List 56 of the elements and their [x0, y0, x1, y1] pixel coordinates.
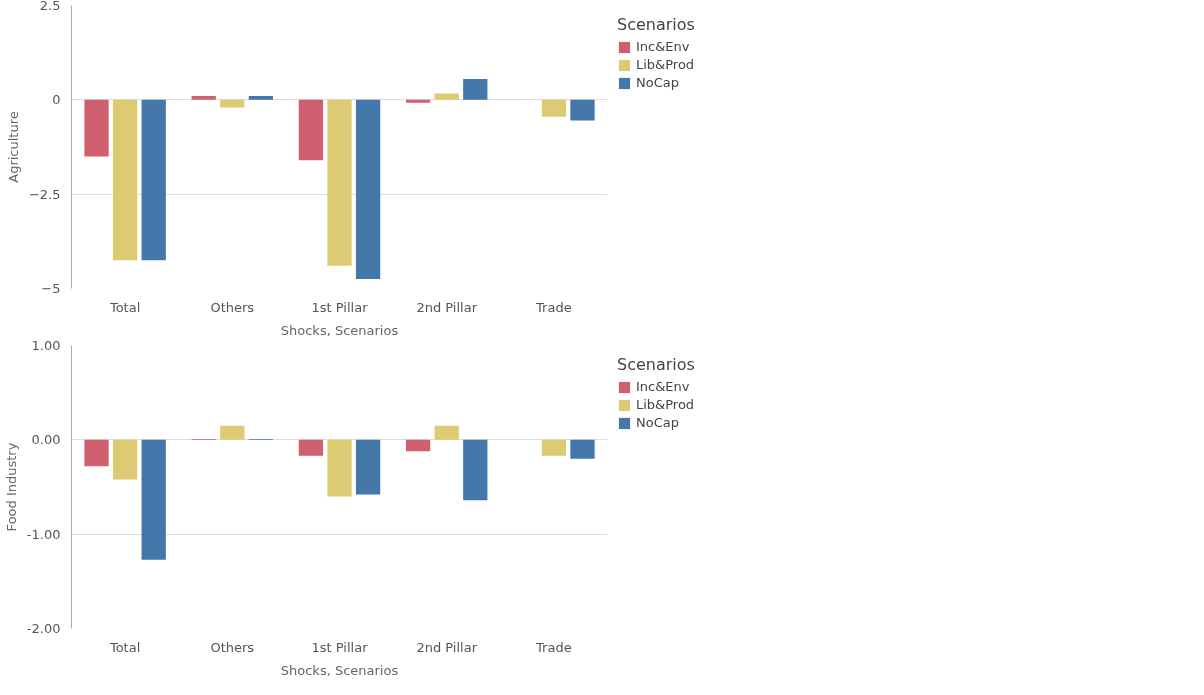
x-tick-label: 1st Pillar — [311, 299, 369, 315]
bar — [141, 439, 166, 560]
bar — [298, 439, 324, 456]
y-tick-label: −5 — [41, 281, 61, 296]
legend-title: Scenarios — [617, 15, 695, 34]
bar — [84, 439, 109, 467]
y-axis-title: Food Industry — [3, 442, 19, 532]
y-axis-title: Agriculture — [5, 111, 21, 183]
x-tick-label: Trade — [535, 639, 572, 655]
x-axis-title: Shocks, Scenarios — [280, 322, 399, 338]
bar — [112, 439, 138, 480]
bar — [541, 99, 567, 117]
bar — [191, 96, 216, 100]
y-tick-label: −2.5 — [28, 186, 61, 202]
bar — [141, 99, 166, 261]
bar — [463, 439, 488, 501]
bar — [327, 99, 352, 266]
bar — [541, 439, 567, 456]
bar — [355, 99, 381, 280]
y-tick-label: -1.00 — [26, 526, 61, 542]
x-tick-label: Total — [108, 639, 141, 655]
bar — [434, 425, 459, 440]
bar — [327, 439, 352, 497]
bar — [220, 99, 245, 108]
legend-label: NoCap — [636, 75, 679, 90]
x-axis-title: Shocks, Scenarios — [280, 662, 399, 678]
x-tick-label: 2nd Pillar — [416, 639, 478, 655]
legend-label: Lib&Prod — [636, 397, 695, 412]
x-tick-label: 1st Pillar — [311, 639, 369, 655]
x-tick-label: 2nd Pillar — [416, 299, 478, 315]
y-tick-label: -2.00 — [26, 621, 61, 636]
bar — [220, 425, 245, 440]
y-tick-label: 0 — [52, 92, 61, 108]
bar — [463, 79, 488, 100]
bar — [405, 439, 431, 452]
x-tick-label: Total — [108, 299, 141, 315]
bar — [84, 99, 109, 157]
bar — [112, 99, 138, 261]
bar — [570, 99, 595, 121]
bar — [248, 96, 274, 100]
legend-title: Scenarios — [617, 355, 695, 374]
legend-label: Inc&Env — [636, 39, 690, 54]
x-tick-label: Trade — [535, 299, 572, 315]
bar — [355, 439, 381, 495]
x-tick-label: Others — [210, 299, 255, 315]
legend-label: Inc&Env — [636, 379, 690, 394]
x-tick-label: Others — [210, 639, 255, 655]
bar — [298, 99, 324, 161]
y-tick-label: 1.00 — [31, 338, 61, 353]
y-tick-label: 2.5 — [39, 0, 61, 13]
y-tick-label: 0.00 — [31, 432, 61, 448]
legend-label: Lib&Prod — [636, 57, 695, 72]
bar — [570, 439, 595, 459]
bar — [434, 93, 459, 100]
legend-label: NoCap — [636, 415, 679, 430]
bar — [405, 99, 431, 103]
